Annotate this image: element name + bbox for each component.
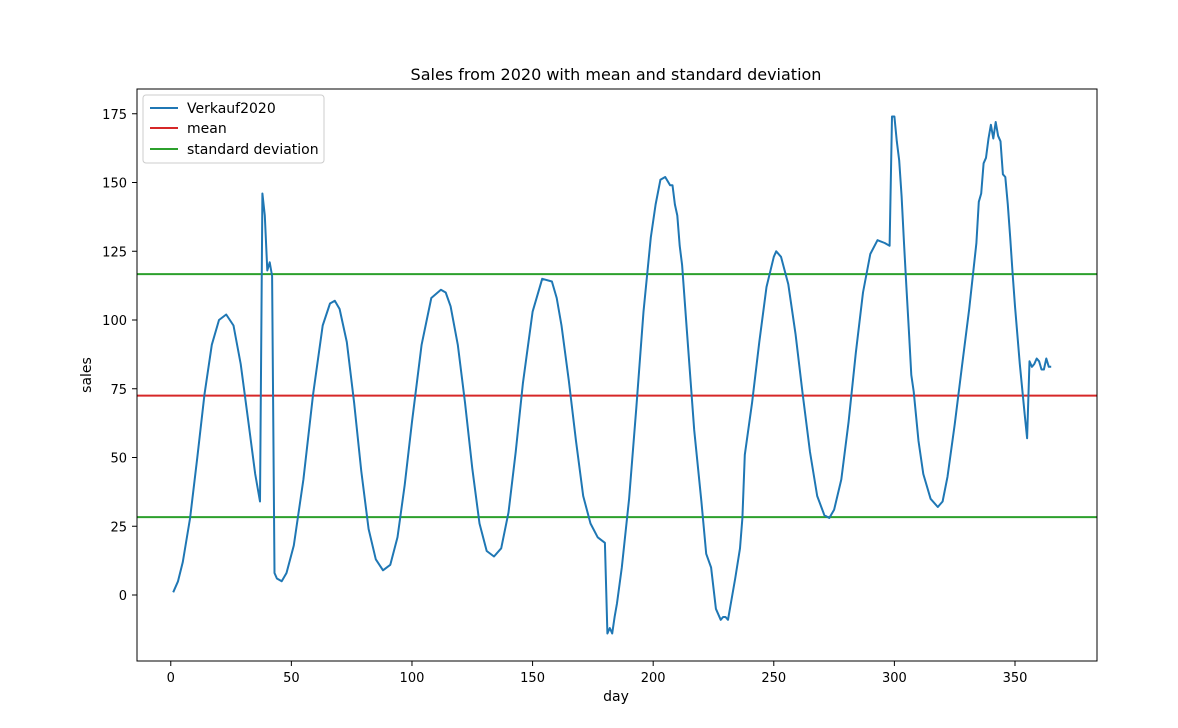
plot-frame (136, 88, 1098, 662)
x-tick-label: 50 (283, 671, 300, 686)
series-line-verkauf2020 (172, 115, 1052, 635)
y-tick-label: 25 (110, 520, 127, 535)
chart-title: Sales from 2020 with mean and standard d… (411, 65, 822, 84)
legend-label: mean (187, 121, 227, 137)
plot-layer (137, 115, 1097, 635)
x-tick-label: 300 (882, 671, 907, 686)
x-tick-label: 250 (761, 671, 786, 686)
legend-label: standard deviation (187, 142, 319, 158)
x-tick-label: 150 (520, 671, 545, 686)
legend-item-verkauf2020: Verkauf2020 (150, 101, 276, 117)
y-axis-label: sales (79, 357, 95, 393)
y-tick-label: 75 (110, 383, 127, 398)
y-axis: 0 25 50 75 100 125 150 175 (102, 108, 137, 604)
legend-box (142, 94, 325, 164)
x-tick-label: 100 (400, 671, 425, 686)
y-tick-label: 150 (102, 177, 127, 192)
x-axis-label: day (603, 689, 629, 705)
x-axis: 0 50 100 150 200 250 300 350 (167, 661, 1028, 686)
legend-item-mean: mean (150, 121, 227, 137)
y-tick-label: 175 (102, 108, 127, 123)
legend: Verkauf2020 mean standard deviation (142, 94, 325, 164)
legend-label: Verkauf2020 (187, 101, 276, 117)
y-tick-label: 100 (102, 314, 127, 329)
y-tick-label: 50 (110, 452, 127, 467)
y-tick-label: 0 (119, 589, 127, 604)
x-tick-label: 200 (641, 671, 666, 686)
legend-item-standard-deviation: standard deviation (150, 142, 319, 158)
x-tick-label: 0 (167, 671, 175, 686)
y-tick-label: 125 (102, 245, 127, 260)
x-tick-label: 350 (1003, 671, 1028, 686)
